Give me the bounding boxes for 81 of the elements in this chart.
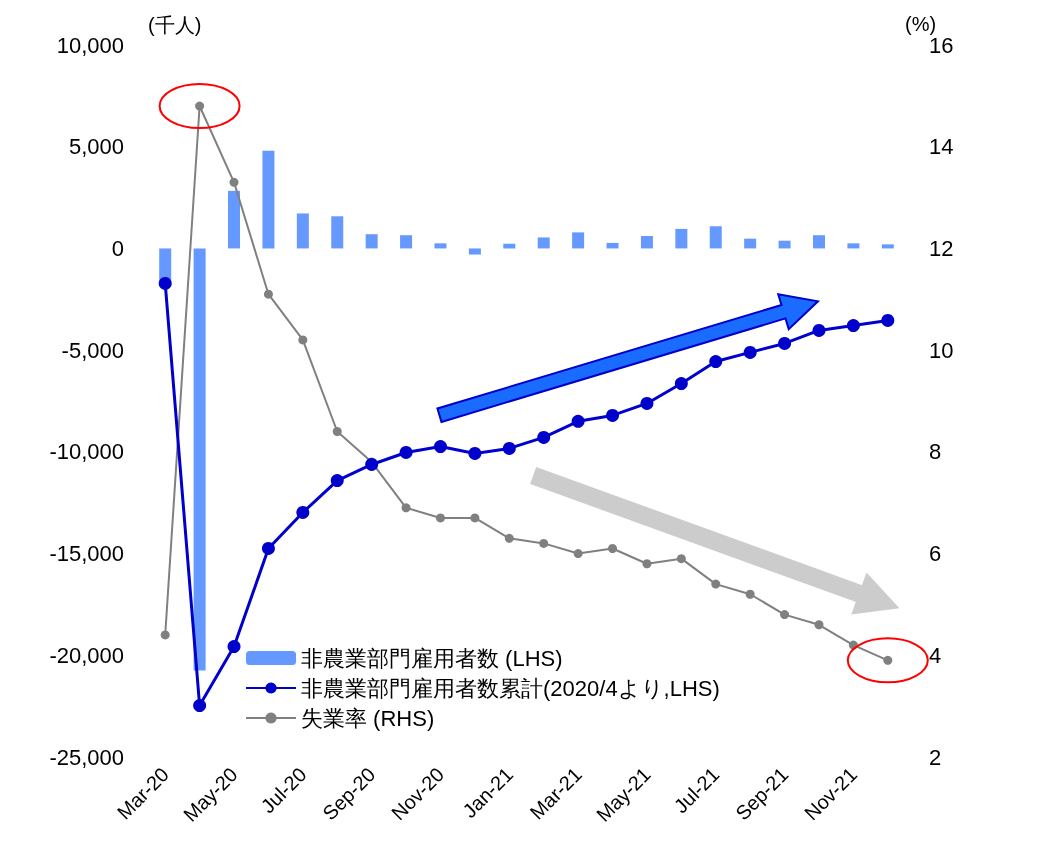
legend-label: 失業率 (RHS) [301,705,435,731]
bar [193,248,206,671]
bar [606,242,619,249]
y-tick-label: -5,000 [61,337,124,363]
point [399,445,413,459]
point [674,377,688,390]
point [608,543,618,553]
point [812,323,826,337]
point [433,440,447,454]
point [640,396,654,410]
point [158,276,172,290]
y2-tick-label: 4 [929,642,942,668]
bar [331,216,344,249]
bar [572,232,585,249]
y-axis-title: (千人) [148,14,202,36]
point [846,319,860,333]
y-tick-label: -25,000 [49,744,124,770]
point [642,559,652,569]
point [435,513,445,523]
bar [434,243,447,249]
point [401,503,411,513]
point [537,430,551,444]
point [709,355,723,369]
point [881,313,895,327]
point [195,101,205,111]
point [470,513,480,523]
point [571,414,585,428]
y-tick-label: -15,000 [49,541,124,567]
point [261,541,275,555]
point [883,655,893,665]
point [193,699,207,713]
legend-label: 非農業部門雇用者数 (LHS) [301,645,563,671]
y2-tick-label: 2 [929,744,942,770]
y2-tick-label: 6 [929,541,942,567]
y-tick-label: 10,000 [56,32,124,58]
bar [744,238,757,249]
point [330,474,344,488]
point [676,554,686,564]
point [539,538,549,548]
point [814,620,824,630]
bar [709,226,722,249]
point [365,457,379,471]
point [504,533,514,543]
y-tick-label: 0 [111,235,124,261]
legend-label: 非農業部門雇用者数累計(2020/4より,LHS) [301,675,720,701]
point [573,549,583,559]
bar [296,213,309,249]
bar [675,228,688,249]
bar [400,235,413,249]
point [296,505,310,519]
y-tick-label: 5,000 [68,134,124,160]
point [780,610,790,620]
y-tick-label: -20,000 [49,642,124,668]
point [778,336,792,350]
bar [262,150,275,249]
point [263,289,273,299]
point [743,345,757,359]
y2-tick-label: 8 [929,439,942,465]
y2-tick-label: 14 [929,134,954,160]
bar [640,236,653,249]
y2-tick-label: 10 [929,337,954,363]
bar [778,240,791,249]
bar [812,235,825,249]
y2-tick-label: 12 [929,235,954,261]
point [606,408,620,422]
point [468,446,482,460]
point [160,630,170,640]
point [227,640,241,654]
bar [537,237,550,249]
bar [881,244,894,249]
bar [365,234,378,249]
bar [847,243,860,249]
point [502,441,516,455]
point [745,589,755,599]
bar [228,190,241,249]
point [298,335,308,345]
bar [468,248,481,255]
y-tick-label: -10,000 [49,439,124,465]
point [229,177,239,187]
point [711,579,721,589]
point [332,427,342,437]
